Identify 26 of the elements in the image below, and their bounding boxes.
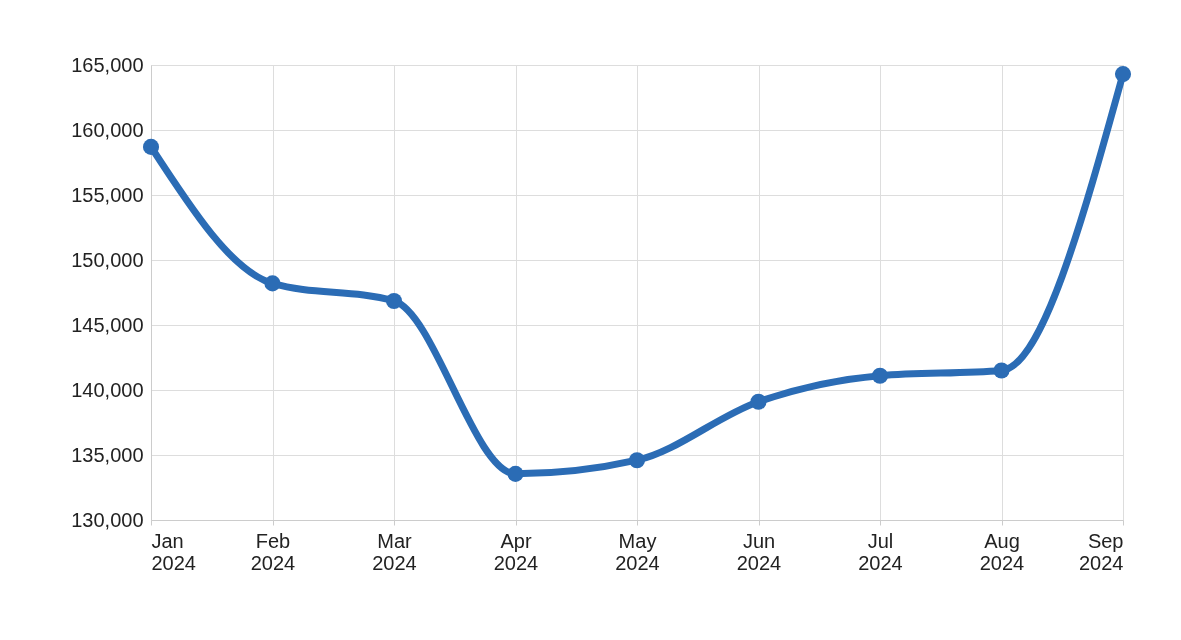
point	[628, 452, 646, 469]
y-tick-label: 140,000	[71, 378, 144, 401]
y-tick-label: 155,000	[71, 183, 144, 206]
x-tick-label: Apr 2024	[493, 529, 539, 574]
y-tick-label: 165,000	[71, 53, 144, 76]
point	[871, 367, 889, 384]
x-tick-label: Mar 2024	[372, 529, 417, 574]
y-tick-label: 150,000	[71, 248, 144, 271]
x-tick-label: Feb 2024	[250, 529, 296, 574]
point	[385, 292, 403, 309]
x-tick-label: Jul 2024	[858, 529, 903, 574]
point	[1114, 66, 1132, 83]
y-tick-label: 145,000	[71, 313, 144, 336]
y-tick-label: 160,000	[71, 118, 144, 141]
x-tick-label: Sep 2024	[1079, 529, 1124, 574]
point	[750, 393, 767, 410]
y-tick-label: 130,000	[71, 508, 144, 531]
point	[142, 138, 160, 155]
point	[993, 362, 1010, 379]
x-tick-label: May 2024	[615, 529, 660, 574]
y-tick-label: 135,000	[71, 443, 144, 466]
point	[264, 275, 281, 292]
x-tick-label: Jun 2024	[736, 529, 782, 574]
x-tick-label: Aug 2024	[979, 529, 1025, 574]
point	[507, 465, 524, 482]
x-tick-label: Jan 2024	[151, 529, 196, 574]
